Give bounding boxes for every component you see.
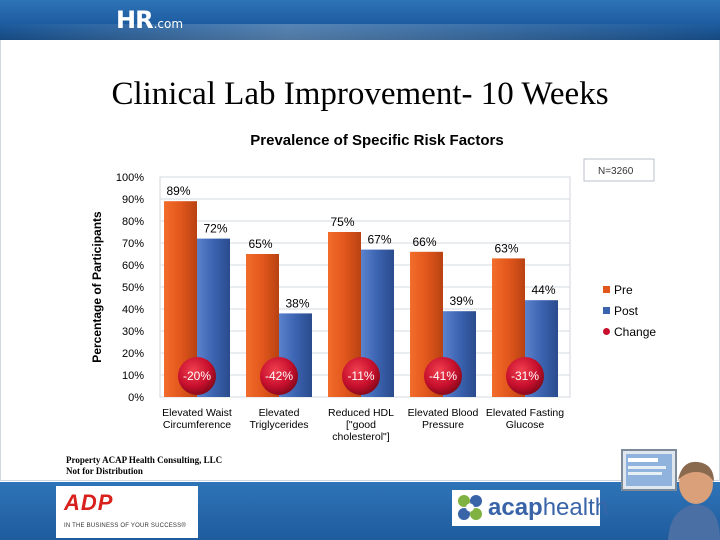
y-tick-label: 40% (122, 304, 144, 316)
bar-post-label: 39% (449, 294, 473, 308)
category-label: Reduced HDL (328, 407, 394, 419)
y-tick-label: 30% (122, 326, 144, 338)
y-tick-label: 50% (122, 282, 144, 294)
y-tick-label: 20% (122, 348, 144, 360)
adp-logo: ADP (64, 490, 114, 515)
bar-pre-label: 66% (412, 235, 436, 249)
hr-com-logo: HR.com (116, 6, 183, 34)
acap-logo-box: acaphealth (452, 490, 608, 526)
legend-label: Pre (614, 283, 633, 297)
y-tick-label: 10% (122, 370, 144, 382)
legend: Pre Post Change (603, 283, 656, 339)
bar-pre-label: 89% (166, 184, 190, 198)
slide-title: Clinical Lab Improvement- 10 Weeks (111, 76, 609, 112)
category-label: ["good (346, 419, 376, 431)
category-label: Triglycerides (249, 419, 308, 431)
category-label: Circumference (163, 419, 231, 431)
category-label: Pressure (422, 419, 464, 431)
y-tick-label: 90% (122, 194, 144, 206)
bar-post-label: 72% (203, 222, 227, 236)
category-label: Elevated Blood (408, 407, 479, 419)
legend-swatch (603, 307, 610, 314)
category-label: Elevated Fasting (486, 407, 564, 419)
legend-swatch (603, 328, 610, 335)
change-marker (260, 357, 298, 395)
header-bar: HR.com (0, 0, 720, 40)
change-label: -20% (183, 369, 211, 383)
bar-pre-label: 75% (330, 215, 354, 229)
sample-note-box: N=3260 (583, 158, 655, 182)
y-tick-label: 80% (122, 216, 144, 228)
y-tick-label: 0% (128, 392, 144, 404)
legend-label: Post (614, 304, 639, 318)
change-marker (424, 357, 462, 395)
y-tick-label: 60% (122, 260, 144, 272)
adp-logo-box: ADP IN THE BUSINESS OF YOUR SUCCESS® (56, 486, 198, 538)
y-tick-label: 100% (116, 172, 144, 184)
person-at-computer-image (621, 449, 720, 540)
bar-pre-label: 63% (494, 241, 518, 255)
y-axis-label: Percentage of Participants (90, 211, 104, 363)
change-label: -41% (429, 369, 457, 383)
bar-post-label: 44% (531, 283, 555, 297)
header-swoosh (0, 24, 720, 40)
bar-pre-label: 65% (248, 237, 272, 251)
logo-main: HR (116, 6, 154, 34)
plot-area: 0% 10% 20% 30% 40% 50% 60% 70% 80% 90% 100% 89% 72% -… (116, 172, 571, 443)
change-label: -31% (511, 369, 539, 383)
category-label: Elevated (259, 407, 300, 419)
category-label: Glucose (506, 419, 545, 431)
acap-logo-text: acaphealth (488, 494, 608, 522)
sample-note: N=3260 (598, 166, 634, 177)
change-marker (506, 357, 544, 395)
acap-logo-part2: health (542, 494, 609, 521)
copyright-line-1: Property ACAP Health Consulting, LLC (66, 455, 223, 465)
bar-post-label: 38% (285, 296, 309, 310)
copyright-notice: Property ACAP Health Consulting, LLC Not… (66, 455, 222, 477)
acap-mark-icon (458, 495, 482, 520)
change-label: -11% (347, 369, 374, 383)
chart-title: Prevalence of Specific Risk Factors (250, 132, 503, 149)
change-marker (178, 357, 216, 395)
category-label: Elevated Waist (162, 407, 232, 419)
adp-tagline: IN THE BUSINESS OF YOUR SUCCESS® (64, 523, 186, 529)
copyright-line-2: Not for Distribution (66, 466, 143, 476)
change-label: -42% (265, 369, 293, 383)
bar-post-label: 67% (367, 233, 391, 247)
category-label: cholesterol"] (332, 431, 390, 443)
legend-swatch (603, 286, 610, 293)
logo-suffix: .com (153, 17, 184, 31)
acap-logo-part1: acap (488, 494, 543, 521)
y-tick-label: 70% (122, 238, 144, 250)
legend-label: Change (614, 325, 656, 339)
change-marker (342, 357, 380, 395)
